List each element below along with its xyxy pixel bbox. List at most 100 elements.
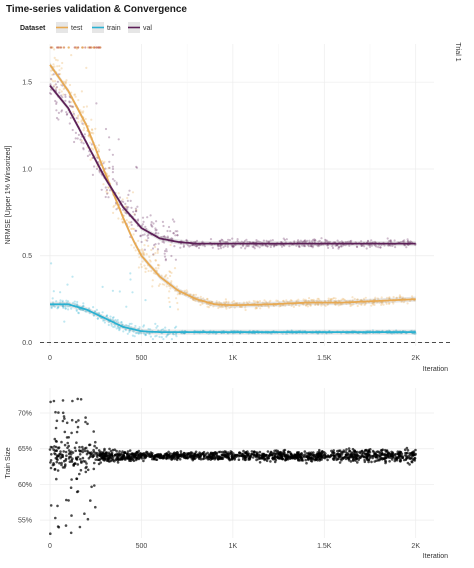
point-train-size — [110, 454, 114, 457]
point-val — [61, 84, 64, 87]
x-axis-label: Iteration — [423, 366, 448, 373]
point-train-size — [140, 457, 144, 460]
point-train-size — [391, 456, 395, 459]
point-train-size — [208, 453, 212, 456]
point-train-size — [78, 445, 81, 449]
point-train — [172, 333, 175, 336]
point-train-size — [117, 452, 120, 455]
point-val — [394, 246, 397, 249]
point-train-size — [333, 456, 336, 460]
point-train-size — [370, 460, 373, 464]
point-train-size — [56, 504, 59, 508]
point-val — [173, 245, 176, 248]
point-train — [157, 329, 160, 332]
point-train-size — [79, 457, 82, 461]
point-test — [391, 300, 394, 304]
point-val — [308, 239, 311, 242]
point-val — [317, 240, 320, 243]
point-test — [220, 306, 223, 309]
chart-title: Time-series validation & Convergence — [6, 4, 187, 15]
point-train — [82, 302, 85, 305]
point-val — [141, 216, 145, 219]
point-train-size — [180, 453, 183, 457]
point-train-size — [341, 457, 345, 460]
point-test — [53, 48, 56, 51]
point-val — [231, 245, 234, 248]
point-train-size — [101, 451, 105, 454]
point-train-size — [371, 449, 375, 453]
point-train — [62, 306, 65, 309]
point-train-size — [296, 456, 300, 459]
point-train-size — [355, 457, 358, 460]
point-train — [395, 329, 398, 332]
point-train-size — [167, 453, 170, 457]
point-test — [131, 191, 135, 194]
point-train-size — [84, 446, 88, 450]
point-train-size — [115, 454, 119, 457]
point-val — [230, 244, 233, 247]
point-train-size — [74, 449, 77, 453]
point-val — [222, 246, 225, 249]
point-test — [68, 83, 72, 87]
point-test — [238, 305, 241, 308]
point-val — [81, 122, 84, 125]
point-train — [107, 321, 110, 324]
point-train-size — [323, 453, 326, 457]
point-test — [148, 255, 151, 258]
point-val — [370, 244, 373, 247]
point-val — [318, 244, 321, 247]
point-train — [50, 306, 53, 310]
point-train-size — [395, 452, 399, 456]
point-val — [269, 245, 272, 249]
point-val — [310, 240, 313, 243]
point-train-size — [79, 398, 83, 401]
point-val — [344, 244, 347, 247]
point-test — [106, 191, 109, 195]
point-train-size — [93, 444, 96, 448]
point-val — [98, 169, 101, 172]
point-val — [127, 193, 130, 196]
point-train — [390, 332, 394, 335]
point-test — [225, 305, 228, 308]
point-test — [201, 302, 204, 305]
point-val — [136, 219, 139, 222]
point-val — [326, 244, 329, 247]
point-train — [165, 335, 168, 338]
point-test — [290, 299, 293, 302]
point-val — [324, 238, 327, 241]
point-val — [257, 240, 260, 243]
point-test — [255, 306, 258, 309]
point-test — [398, 296, 401, 300]
point-train — [128, 329, 132, 332]
point-train-size — [92, 467, 96, 471]
point-train-size — [211, 454, 215, 457]
point-train — [131, 291, 134, 294]
point-train-size — [61, 455, 65, 459]
point-train-size — [318, 453, 322, 456]
point-train-size — [103, 449, 106, 452]
point-val — [155, 220, 158, 223]
point-val — [349, 240, 352, 243]
point-capped — [73, 46, 76, 49]
point-test — [70, 91, 73, 94]
point-test — [356, 298, 359, 301]
point-train — [139, 332, 143, 335]
point-test — [90, 157, 93, 160]
point-train-size — [53, 437, 57, 441]
point-test — [60, 90, 63, 93]
point-test — [263, 299, 266, 302]
point-train-size — [293, 453, 296, 456]
point-train-size — [367, 460, 370, 464]
point-train-size — [81, 456, 85, 460]
point-train-size — [338, 461, 342, 464]
point-train-size — [73, 446, 77, 450]
point-val — [95, 167, 99, 170]
point-train-size — [74, 456, 78, 459]
point-train-size — [273, 452, 277, 456]
point-train-size — [304, 458, 308, 462]
point-test — [341, 297, 344, 300]
point-train — [67, 308, 70, 311]
point-train — [57, 306, 60, 309]
point-val — [134, 210, 137, 213]
point-train — [79, 308, 82, 311]
